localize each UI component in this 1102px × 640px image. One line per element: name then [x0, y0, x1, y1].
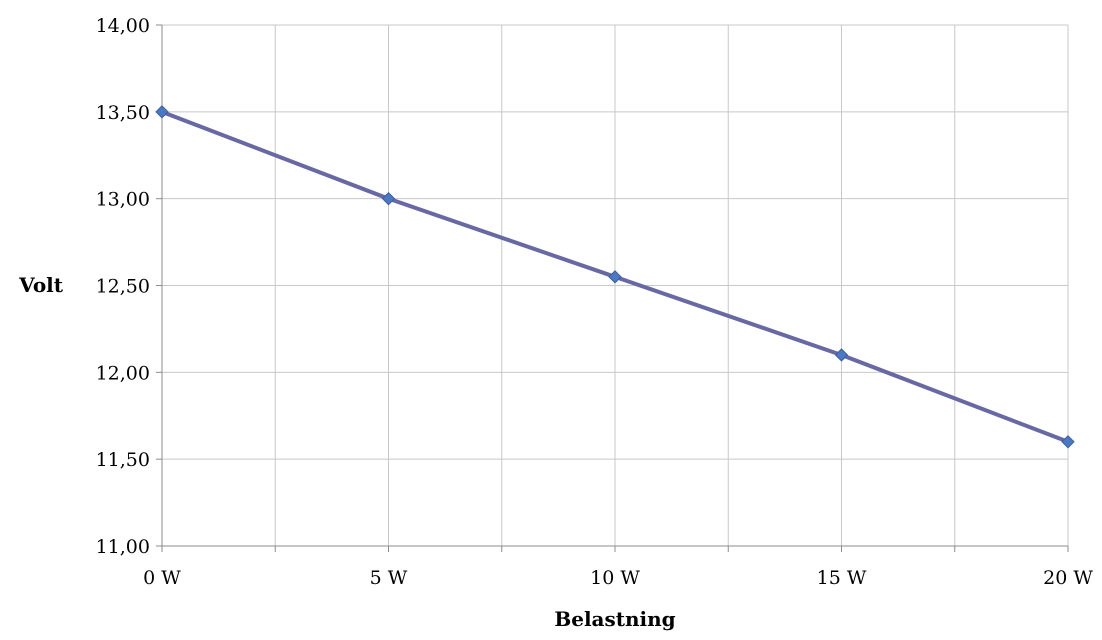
data-point-marker — [155, 105, 169, 119]
x-tick-label: 0 W — [143, 567, 181, 589]
y-tick-label: 12,00 — [96, 362, 150, 384]
y-tick-label: 13,50 — [96, 102, 150, 124]
series-layer — [155, 105, 1075, 449]
data-point-marker — [608, 270, 622, 284]
x-tick-label: 20 W — [1043, 567, 1093, 589]
data-point-marker — [381, 191, 396, 206]
y-tick-label: 11,50 — [96, 449, 150, 471]
tick-labels: 11,00 11,50 12,00 12,50 13,00 13,50 14,00 0 W 5 … — [96, 15, 1094, 589]
y-axis-title: Volt — [18, 273, 64, 297]
x-axis-title: Belastning — [554, 607, 675, 631]
axes — [156, 24, 1069, 552]
data-point-marker — [834, 348, 849, 362]
grid — [161, 24, 1069, 547]
x-tick-label: 15 W — [817, 567, 867, 589]
y-tick-label: 14,00 — [96, 15, 150, 37]
x-tick-label: 5 W — [370, 567, 408, 589]
y-tick-label: 12,50 — [96, 276, 150, 298]
data-point-marker — [1061, 435, 1075, 449]
x-tick-label: 10 W — [590, 567, 640, 589]
y-tick-label: 13,00 — [96, 189, 150, 211]
y-tick-label: 11,00 — [96, 536, 150, 558]
